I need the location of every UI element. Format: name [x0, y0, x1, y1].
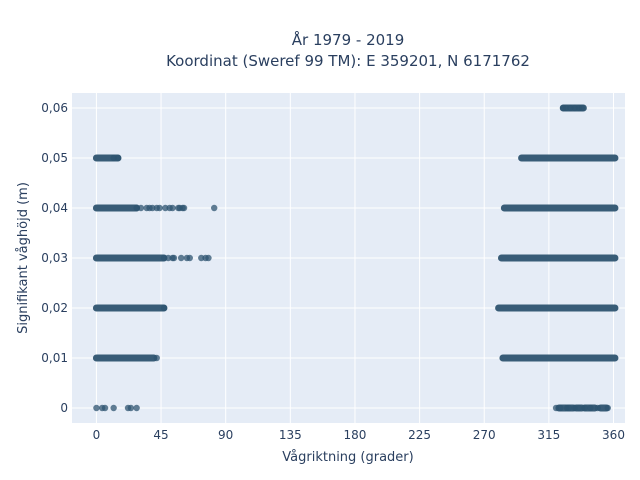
data-point	[604, 404, 611, 412]
data-point	[211, 204, 218, 212]
data-point	[177, 254, 185, 262]
x-axis-label: Vågriktning (grader)	[282, 450, 413, 465]
data-point	[101, 404, 109, 412]
x-tick-label: 0	[93, 428, 101, 442]
data-point	[565, 404, 573, 412]
data-point	[186, 254, 193, 262]
data-point	[169, 204, 176, 212]
data-point	[137, 204, 145, 212]
x-tick-label: 45	[153, 428, 168, 442]
data-point	[205, 254, 212, 262]
data-point	[133, 404, 140, 412]
y-tick-label: 0,05	[41, 151, 68, 165]
data-point	[587, 404, 594, 412]
x-tick-label: 315	[537, 428, 560, 442]
x-tick-label: 360	[602, 428, 625, 442]
data-point	[160, 304, 168, 312]
data-point	[127, 404, 135, 412]
data-point	[180, 204, 188, 212]
y-tick-label: 0	[60, 401, 68, 415]
y-axis-label: Signifikant våghöjd (m)	[16, 182, 31, 334]
x-tick-labels: 0 45 90 135 180 225 270 315 360	[93, 428, 625, 442]
data-point	[170, 254, 178, 262]
data-point	[110, 404, 117, 412]
x-tick-label: 180	[344, 428, 367, 442]
data-point	[153, 354, 160, 362]
x-tick-label: 270	[473, 428, 496, 442]
data-point	[575, 404, 583, 412]
data-point	[557, 404, 564, 412]
data-point	[581, 404, 588, 412]
data-point	[114, 154, 122, 162]
y-tick-label: 0,02	[41, 301, 68, 315]
y-tick-label: 0,01	[41, 351, 68, 365]
chart-title-line-1: År 1979 - 2019	[292, 30, 405, 49]
y-tick-labels: 0 0,01 0,02 0,03 0,04 0,05 0,06	[41, 101, 68, 415]
x-tick-label: 90	[218, 428, 233, 442]
y-tick-label: 0,04	[41, 201, 68, 215]
chart-title-line-2: Koordinat (Sweref 99 TM): E 359201, N 61…	[166, 52, 530, 70]
data-point	[93, 404, 100, 412]
y-tick-label: 0,03	[41, 251, 68, 265]
data-point	[594, 404, 601, 412]
x-tick-label: 135	[279, 428, 302, 442]
data-point	[156, 204, 163, 212]
x-tick-label: 225	[408, 428, 431, 442]
points-layer	[92, 104, 619, 412]
y-tick-label: 0,06	[41, 101, 68, 115]
data-point	[578, 104, 586, 112]
